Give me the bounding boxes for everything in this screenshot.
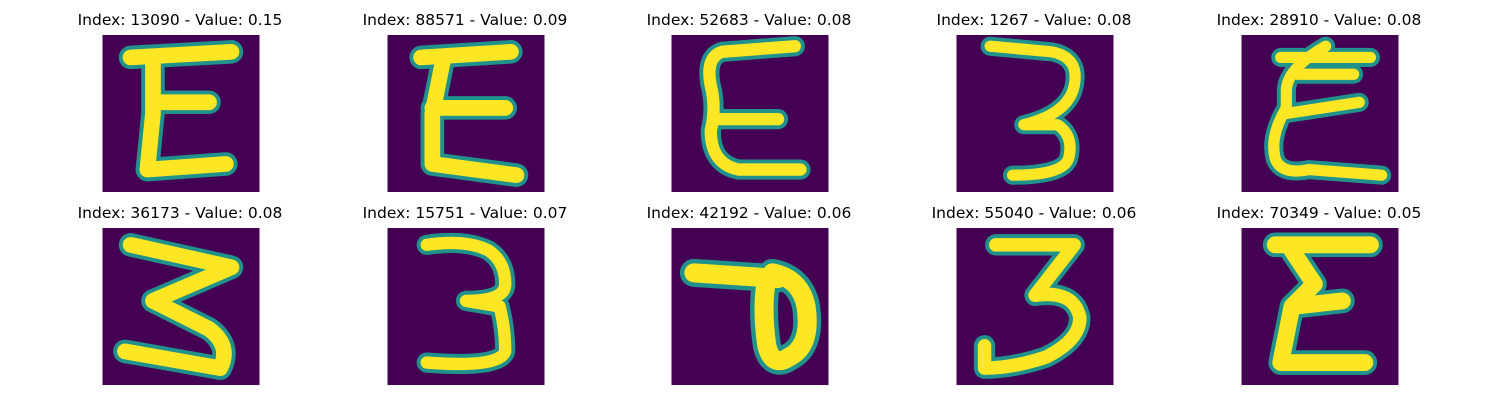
panel-8: Index: 42192 - Value: 0.06 xyxy=(599,193,899,385)
panel-5: Index: 28910 - Value: 0.08 xyxy=(1169,0,1469,192)
panel-caption: Index: 13090 - Value: 0.15 xyxy=(77,11,283,29)
panel-caption: Index: 42192 - Value: 0.06 xyxy=(646,204,852,222)
digit-image xyxy=(956,228,1114,385)
panel-2: Index: 88571 - Value: 0.09 xyxy=(315,0,615,192)
digit-image xyxy=(387,35,545,192)
panel-1: Index: 13090 - Value: 0.15 xyxy=(30,0,330,192)
panel-caption: Index: 55040 - Value: 0.06 xyxy=(931,204,1137,222)
panel-3: Index: 52683 - Value: 0.08 xyxy=(599,0,899,192)
panel-caption: Index: 1267 - Value: 0.08 xyxy=(936,11,1132,29)
digit-image xyxy=(956,35,1114,192)
panel-4: Index: 1267 - Value: 0.08 xyxy=(884,0,1184,192)
panel-caption: Index: 70349 - Value: 0.05 xyxy=(1216,204,1422,222)
digit-image xyxy=(1241,35,1399,192)
digit-image xyxy=(102,228,260,385)
digit-image xyxy=(671,35,829,192)
panel-caption: Index: 15751 - Value: 0.07 xyxy=(362,204,568,222)
digit-image xyxy=(387,228,545,385)
panel-caption: Index: 36173 - Value: 0.08 xyxy=(77,204,283,222)
digit-image xyxy=(671,228,829,385)
panel-7: Index: 15751 - Value: 0.07 xyxy=(315,193,615,385)
panel-caption: Index: 88571 - Value: 0.09 xyxy=(362,11,568,29)
panel-caption: Index: 52683 - Value: 0.08 xyxy=(646,11,852,29)
panel-10: Index: 70349 - Value: 0.05 xyxy=(1169,193,1469,385)
digit-image xyxy=(1241,228,1399,385)
panel-9: Index: 55040 - Value: 0.06 xyxy=(884,193,1184,385)
panel-6: Index: 36173 - Value: 0.08 xyxy=(30,193,330,385)
panel-caption: Index: 28910 - Value: 0.08 xyxy=(1216,11,1422,29)
digit-image xyxy=(102,35,260,192)
